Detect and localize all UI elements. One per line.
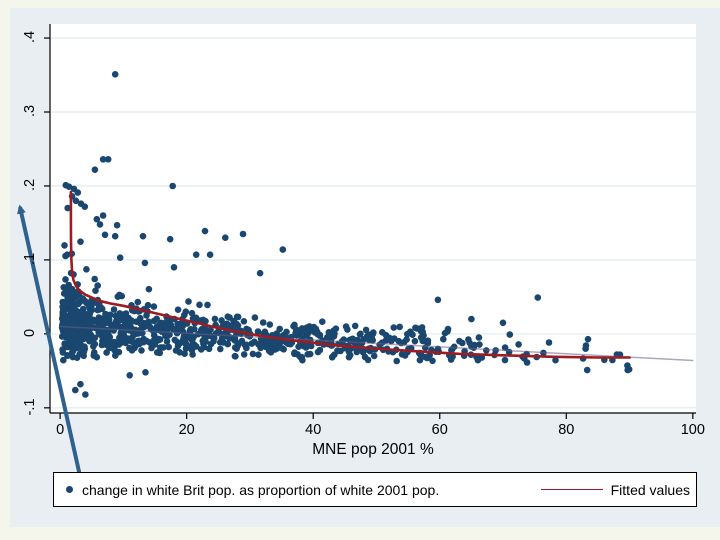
- x-tick-label: 40: [305, 422, 322, 438]
- y-tick-label: .4: [22, 31, 38, 44]
- scatter-series-label: change in white Brit pop. as proportion …: [82, 481, 440, 498]
- plot-area: [50, 24, 696, 413]
- y-tick-label: 0: [22, 328, 38, 337]
- fitted-line-swatch: [540, 489, 603, 490]
- x-tick-label: 20: [178, 422, 195, 438]
- x-tick-label: 80: [558, 422, 575, 438]
- x-axis-title: MNE pop 2001 %: [312, 441, 434, 458]
- scatter-marker-swatch: [66, 486, 73, 493]
- x-tick-label: 100: [680, 422, 705, 438]
- y-tick-label: -.1: [22, 398, 38, 416]
- y-tick-label: .2: [22, 178, 38, 191]
- x-tick-label: 60: [431, 422, 448, 438]
- fitted-series-label: Fitted values: [610, 481, 690, 498]
- chart-legend: change in white Brit pop. as proportion …: [53, 472, 697, 507]
- x-tick-label: 0: [56, 422, 65, 438]
- y-tick-label: .1: [22, 252, 38, 265]
- y-tick-label: .3: [22, 104, 38, 118]
